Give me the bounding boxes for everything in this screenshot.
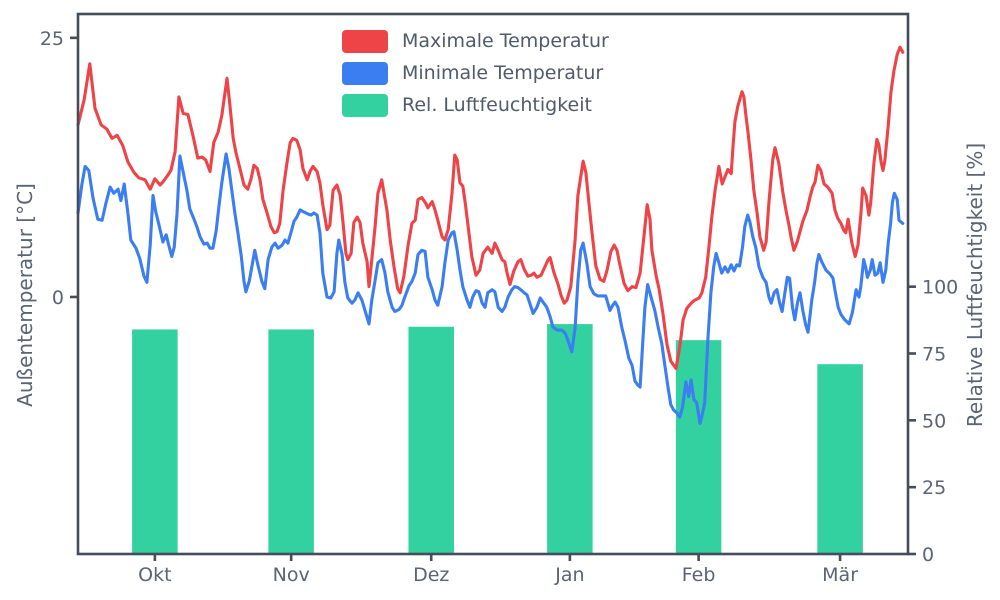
humidity-bar-okt	[132, 329, 178, 554]
min-temp-line	[76, 152, 905, 425]
humidity-bar-feb	[675, 340, 722, 554]
legend-label-humidity: Rel. Luftfeuchtigkeit	[402, 94, 592, 116]
legend-item-max-temp: Maximale Temperatur	[342, 30, 609, 53]
right-tick-label-0: 0	[922, 544, 934, 566]
right-tick-label-50: 50	[922, 410, 946, 432]
left-tick-label-25: 25	[40, 28, 64, 50]
right-tick-label-75: 75	[922, 344, 946, 366]
right-tick-label-25: 25	[922, 477, 946, 499]
max-temp-line	[76, 45, 905, 371]
legend-label-min-temp: Minimale Temperatur	[402, 62, 604, 84]
max-temp-swatch-icon	[342, 30, 388, 53]
month-tick-label-mär: Mär	[822, 564, 858, 586]
humidity-bar-mär	[817, 364, 863, 554]
right-axis-title: Relative Luftfeuchtigkeit [%]	[963, 142, 987, 428]
left-axis-title: Außentemperatur [°C]	[13, 183, 37, 407]
humidity-bar-jan	[547, 324, 593, 554]
legend-item-humidity: Rel. Luftfeuchtigkeit	[342, 94, 609, 117]
month-tick-label-nov: Nov	[273, 564, 310, 586]
min-temp-swatch-icon	[342, 62, 388, 85]
humidity-bar-nov	[268, 329, 314, 554]
legend-label-max-temp: Maximale Temperatur	[402, 30, 609, 52]
humidity-bar-dez	[408, 326, 454, 554]
humidity-swatch-icon	[342, 94, 388, 117]
month-tick-label-dez: Dez	[413, 564, 449, 586]
month-tick-label-jan: Jan	[554, 564, 584, 586]
legend-item-min-temp: Minimale Temperatur	[342, 62, 609, 85]
month-tick-label-feb: Feb	[682, 564, 716, 586]
plot-border	[76, 12, 910, 556]
right-tick-label-100: 100	[922, 277, 958, 299]
legend: Maximale Temperatur Minimale Temperatur …	[342, 30, 609, 117]
left-tick-label-0: 0	[52, 287, 64, 309]
month-tick-label-okt: Okt	[138, 564, 171, 586]
